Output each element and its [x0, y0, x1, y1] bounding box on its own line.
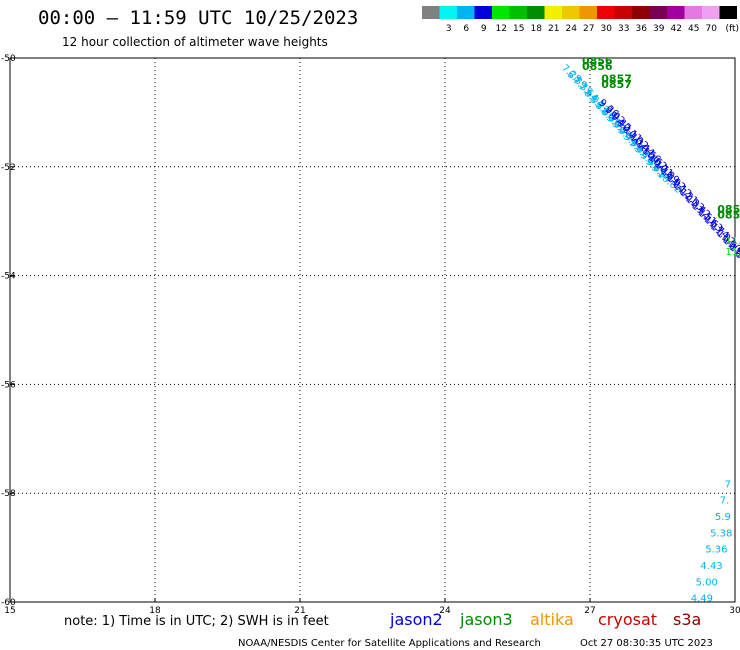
note-text: note: 1) Time is in UTC; 2) SWH is in fe…: [64, 614, 329, 629]
wave-height-label: 4.43: [700, 561, 722, 572]
colorbar-label: 33: [618, 24, 629, 34]
colorbar-label: 3: [446, 24, 452, 34]
colorbar-swatch: [702, 6, 720, 19]
wave-height-label: 5.38: [710, 528, 732, 539]
colorbar-swatch: [510, 6, 528, 19]
colorbar: 3 6 9 12 15 18 21 24 27 30 33 36 39 42 45 70 (ft): [422, 6, 739, 34]
colorbar-swatch: [492, 6, 510, 19]
chart-subtitle: 12 hour collection of altimeter wave hei…: [62, 35, 328, 49]
colorbar-swatch: [545, 6, 563, 19]
colorbar-swatch: [685, 6, 703, 19]
y-tick-label: -56: [1, 380, 16, 390]
colorbar-unit: (ft): [726, 24, 740, 34]
satellite-legend: jason2 jason3 altika cryosat s3a: [389, 610, 701, 629]
colorbar-swatch: [562, 6, 580, 19]
colorbar-label: 15: [513, 24, 524, 34]
wave-height-label: 4.49: [691, 594, 713, 605]
wave-height-label: 5.00: [696, 577, 718, 588]
colorbar-swatch: [475, 6, 493, 19]
x-tick-label: 27: [584, 606, 595, 616]
colorbar-swatch: [650, 6, 668, 19]
time-label: 0857: [601, 78, 632, 91]
colorbar-label: 27: [583, 24, 594, 34]
colorbar-swatch: [720, 6, 738, 19]
footer-credit: NOAA/NESDIS Center for Satellite Applica…: [238, 638, 541, 649]
legend-item-cryosat: cryosat: [598, 610, 657, 629]
colorbar-swatch: [457, 6, 475, 19]
wave-height-label: 5.36: [705, 545, 727, 556]
colorbar-label: 6: [463, 24, 469, 34]
footer-timestamp: Oct 27 08:30:35 UTC 2023: [580, 638, 713, 649]
y-tick-label: -52: [1, 163, 16, 173]
wave-height-label: 11.8: [725, 236, 740, 247]
colorbar-label: 30: [601, 24, 613, 34]
colorbar-label: 24: [566, 24, 578, 34]
colorbar-swatch: [422, 6, 440, 19]
colorbar-swatch: [632, 6, 650, 19]
colorbar-label: 70: [706, 24, 718, 34]
colorbar-label: 42: [671, 24, 682, 34]
colorbar-label: 45: [688, 24, 699, 34]
colorbar-swatch: [615, 6, 633, 19]
colorbar-label: 18: [531, 24, 543, 34]
chart-title: 00:00 – 11:59 UTC 10/25/2023: [38, 7, 358, 29]
wave-height-label: 7.: [720, 496, 730, 507]
colorbar-swatch: [580, 6, 598, 19]
colorbar-label: 21: [548, 24, 559, 34]
wave-height-label: 11.8: [725, 247, 740, 258]
y-tick-label: -58: [1, 489, 16, 499]
legend-item-s3a: s3a: [673, 610, 701, 629]
colorbar-swatch: [440, 6, 458, 19]
colorbar-label: 36: [636, 24, 648, 34]
legend-item-jason3: jason3: [459, 610, 513, 629]
time-label: 0856: [582, 60, 613, 73]
x-tick-label: 30: [729, 606, 740, 616]
y-tick-label: -60: [1, 598, 16, 608]
colorbar-label: 39: [653, 24, 665, 34]
y-tick-label: -50: [1, 54, 16, 64]
colorbar-swatch: [667, 6, 685, 19]
time-label: 0855: [717, 209, 740, 222]
colorbar-swatch: [597, 6, 615, 19]
wave-height-label: 7: [725, 479, 731, 490]
colorbar-swatch: [527, 6, 545, 19]
colorbar-label: 12: [496, 24, 507, 34]
legend-item-jason2: jason2: [389, 610, 443, 629]
y-tick-label: -54: [1, 272, 16, 282]
legend-item-altika: altika: [530, 610, 574, 629]
colorbar-label: 9: [481, 24, 487, 34]
wave-height-label: 5.9: [715, 512, 731, 523]
